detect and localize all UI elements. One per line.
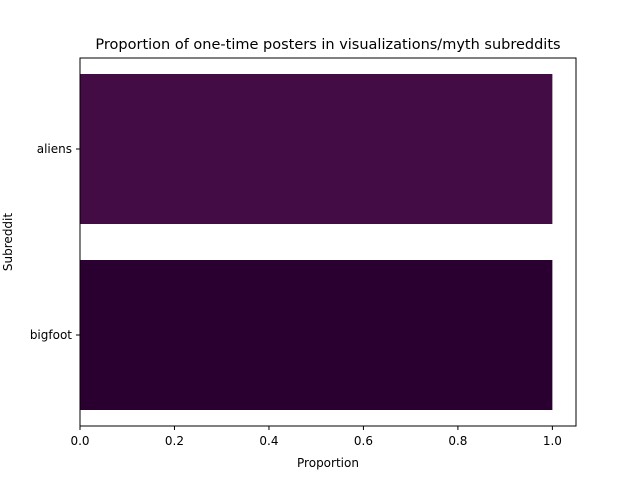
x-tick-label-2: 0.4 [259,434,278,448]
x-axis-title: Proportion [297,456,359,470]
x-tick-label-4: 0.8 [448,434,467,448]
bars-group [80,74,553,410]
chart-title: Proportion of one-time posters in visual… [95,37,560,53]
y-tick-label-aliens: aliens [37,142,72,156]
x-ticks-group: 0.0 0.2 0.4 0.6 0.8 1.0 [70,426,562,448]
axes-frame [79,57,577,427]
y-ticks-group: aliens bigfoot [30,142,80,342]
x-tick-label-5: 1.0 [543,434,562,448]
x-tick-label-3: 0.6 [354,434,373,448]
bar-aliens [80,74,553,224]
x-tick-label-1: 0.2 [165,434,184,448]
y-tick-label-bigfoot: bigfoot [30,328,72,342]
bar-bigfoot [80,260,553,410]
y-axis-title: Subreddit [1,213,15,271]
x-tick-label-0: 0.0 [70,434,89,448]
axes-border [79,57,577,427]
